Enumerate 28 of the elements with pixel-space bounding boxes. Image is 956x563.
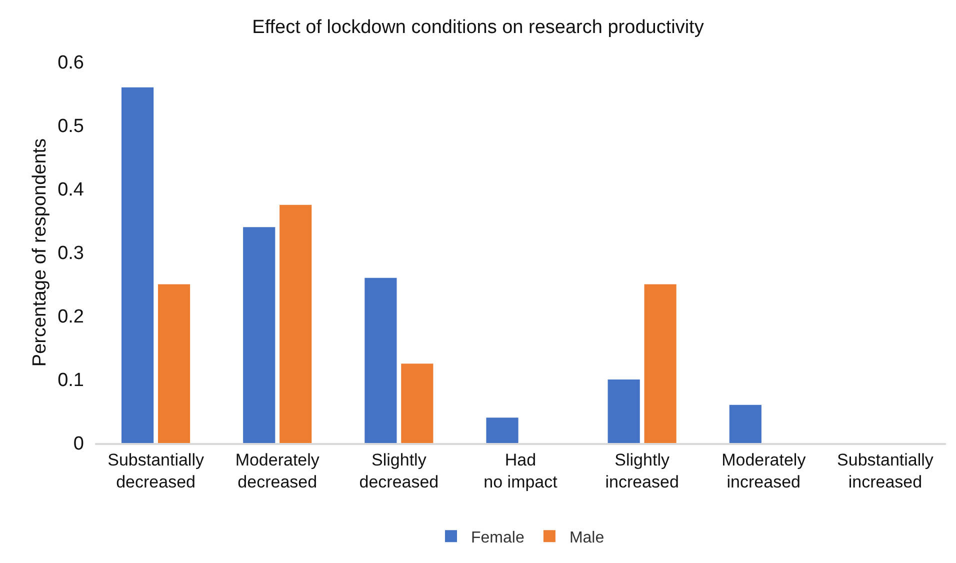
bar [243, 227, 276, 443]
y-tick-label: 0.3 [58, 243, 84, 264]
y-tick-label: 0.5 [58, 116, 84, 138]
y-tick-label: 0.4 [58, 180, 84, 201]
x-tick-label: Slightly increased [605, 450, 679, 492]
y-tick-label: 0.6 [58, 52, 84, 74]
x-tick-label: Slightly decreased [359, 450, 439, 492]
bar [729, 404, 762, 443]
y-axis-title: Percentage of respondents [29, 138, 50, 367]
bar [158, 284, 190, 443]
x-tick-label: Moderately decreased [235, 450, 320, 492]
y-tick-label: 0.1 [58, 370, 84, 392]
bar [280, 204, 312, 443]
bar [644, 284, 676, 443]
chart-title: Effect of lockdown conditions on research productivity [252, 17, 704, 38]
x-tick-label: Had no impact [484, 450, 558, 492]
y-tick-label: 0.2 [58, 306, 84, 328]
bar [364, 278, 397, 443]
bar [486, 418, 518, 443]
bar [122, 87, 154, 443]
y-tick-label: 0 [73, 434, 84, 455]
x-tick-label: Substantially decreased [108, 450, 204, 492]
x-tick-label: Moderately increased [722, 450, 806, 492]
legend-label: Male [569, 529, 604, 546]
x-tick-label: Substantially increased [837, 450, 934, 492]
bar [401, 364, 434, 443]
legend-label: Female [471, 529, 524, 546]
bar [608, 380, 640, 443]
